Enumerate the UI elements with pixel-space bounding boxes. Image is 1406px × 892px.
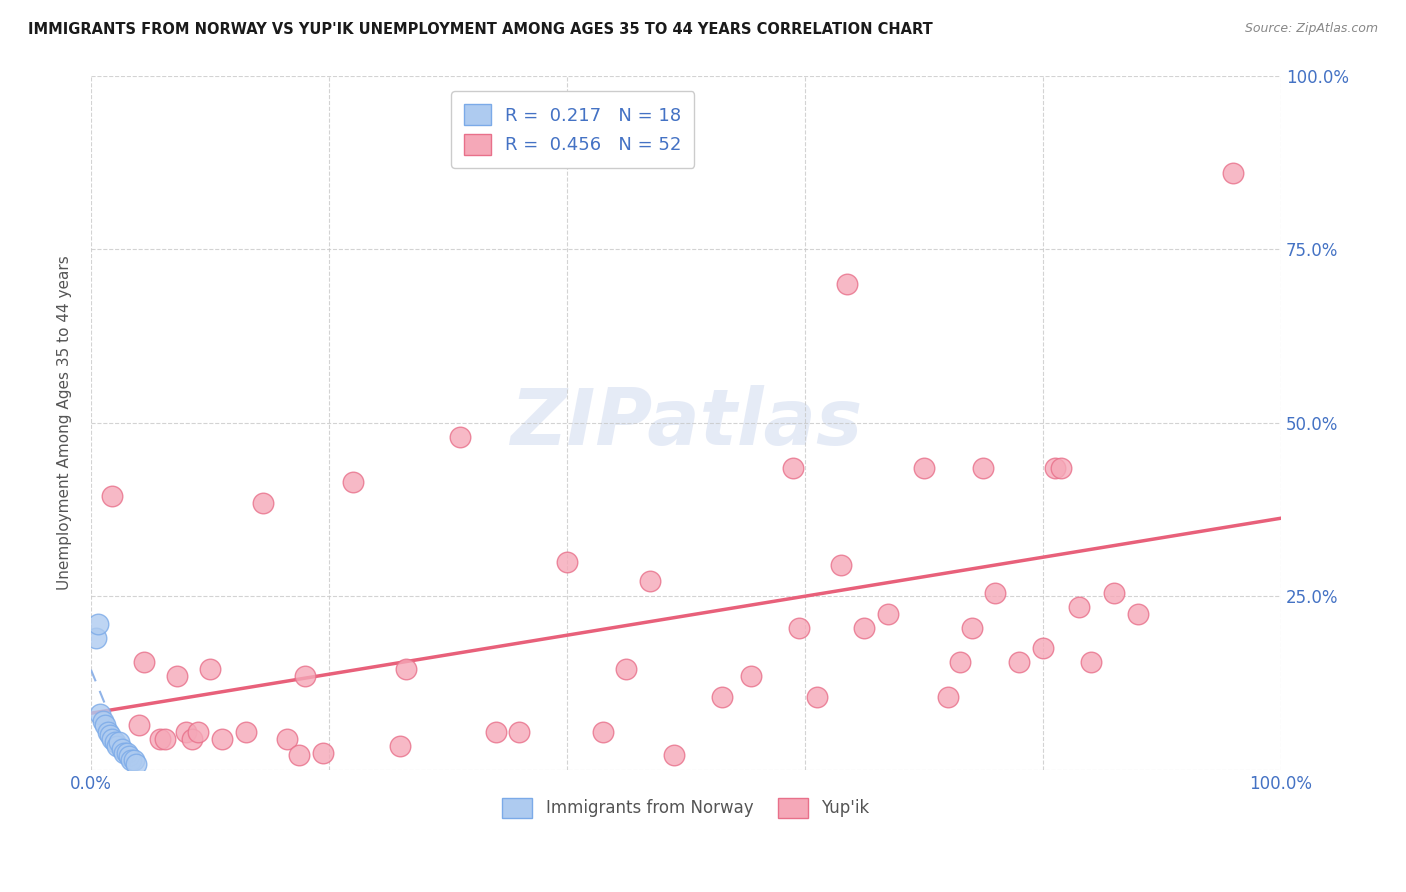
Point (1080, 656, 1102, 670)
Point (342, 475, 364, 489)
Point (710, 690, 733, 704)
Point (288, 747, 311, 762)
Point (97, 724, 120, 739)
Point (638, 574, 661, 588)
Point (101, 731, 124, 746)
Text: IMMIGRANTS FROM NORWAY VS YUP'IK UNEMPLOYMENT AMONG AGES 35 TO 44 YEARS CORRELAT: IMMIGRANTS FROM NORWAY VS YUP'IK UNEMPLO… (28, 22, 932, 37)
Point (122, 753, 145, 767)
Point (484, 724, 506, 739)
Point (312, 746, 335, 760)
Point (1222, 166, 1244, 180)
Point (128, 718, 150, 732)
Point (616, 662, 638, 676)
Point (853, 621, 876, 635)
Point (94, 718, 117, 732)
Point (187, 724, 209, 739)
Point (949, 656, 972, 670)
Point (84, 631, 107, 645)
Point (984, 586, 1007, 600)
Point (389, 739, 412, 753)
Point (936, 690, 959, 704)
Point (294, 669, 316, 683)
Point (449, 430, 471, 444)
Point (972, 461, 994, 475)
Point (105, 739, 128, 753)
Point (740, 669, 762, 683)
Point (1104, 586, 1126, 600)
Point (89, 707, 111, 722)
Point (787, 621, 810, 635)
Point (125, 757, 148, 772)
Point (104, 735, 127, 749)
Point (877, 607, 900, 621)
Text: Source: ZipAtlas.com: Source: ZipAtlas.com (1244, 22, 1378, 36)
Point (120, 753, 142, 767)
Point (835, 277, 858, 291)
Point (1049, 461, 1071, 475)
Point (198, 662, 221, 676)
Point (87, 617, 110, 632)
Point (662, 747, 685, 762)
Y-axis label: Unemployment Among Ages 35 to 44 years: Unemployment Among Ages 35 to 44 years (58, 255, 72, 591)
Point (912, 461, 935, 475)
Point (235, 724, 257, 739)
Point (108, 735, 131, 749)
Point (118, 749, 141, 764)
Point (98, 728, 121, 742)
Point (166, 669, 188, 683)
Text: ZIPatlas: ZIPatlas (510, 384, 862, 461)
Point (276, 731, 298, 746)
Point (1043, 461, 1066, 475)
Point (1126, 607, 1149, 621)
Point (111, 742, 134, 756)
Point (1008, 656, 1031, 670)
Point (395, 662, 418, 676)
Point (174, 724, 197, 739)
Point (115, 746, 138, 760)
Point (508, 724, 530, 739)
Point (91, 714, 114, 729)
Point (555, 555, 578, 569)
Legend: Immigrants from Norway, Yup'ik: Immigrants from Norway, Yup'ik (495, 791, 876, 824)
Point (153, 731, 176, 746)
Point (960, 621, 983, 635)
Point (149, 731, 172, 746)
Point (181, 731, 204, 746)
Point (211, 731, 233, 746)
Point (830, 558, 852, 573)
Point (134, 656, 156, 670)
Point (782, 461, 804, 475)
Point (592, 724, 614, 739)
Point (112, 746, 135, 760)
Point (806, 690, 828, 704)
Point (1067, 599, 1090, 614)
Point (1032, 641, 1054, 656)
Point (101, 489, 124, 503)
Point (252, 495, 274, 509)
